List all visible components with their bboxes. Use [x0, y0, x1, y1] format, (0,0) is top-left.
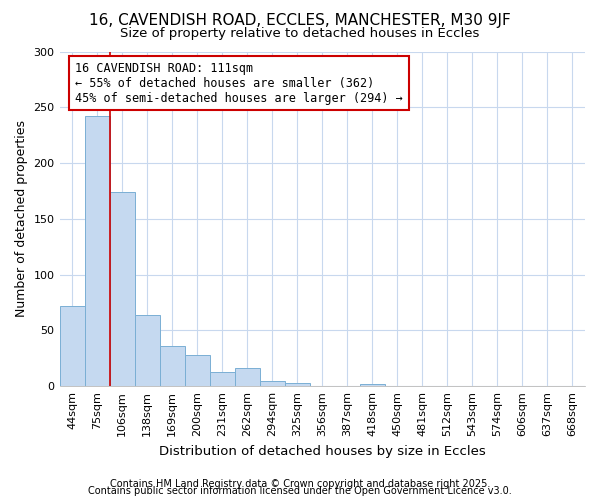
Bar: [360, 384, 385, 386]
Text: 16, CAVENDISH ROAD, ECCLES, MANCHESTER, M30 9JF: 16, CAVENDISH ROAD, ECCLES, MANCHESTER, …: [89, 12, 511, 28]
Text: Contains HM Land Registry data © Crown copyright and database right 2025.: Contains HM Land Registry data © Crown c…: [110, 479, 490, 489]
Bar: [110, 192, 134, 386]
Bar: [209, 372, 235, 386]
Text: Size of property relative to detached houses in Eccles: Size of property relative to detached ho…: [121, 28, 479, 40]
Bar: [285, 383, 310, 386]
Bar: [235, 368, 260, 386]
Bar: [59, 306, 85, 386]
Bar: [160, 346, 185, 386]
Bar: [134, 315, 160, 386]
Bar: [185, 355, 209, 386]
Y-axis label: Number of detached properties: Number of detached properties: [15, 120, 28, 318]
Bar: [85, 116, 110, 386]
Text: 16 CAVENDISH ROAD: 111sqm
← 55% of detached houses are smaller (362)
45% of semi: 16 CAVENDISH ROAD: 111sqm ← 55% of detac…: [76, 62, 403, 104]
X-axis label: Distribution of detached houses by size in Eccles: Distribution of detached houses by size …: [159, 444, 485, 458]
Text: Contains public sector information licensed under the Open Government Licence v3: Contains public sector information licen…: [88, 486, 512, 496]
Bar: [260, 380, 285, 386]
